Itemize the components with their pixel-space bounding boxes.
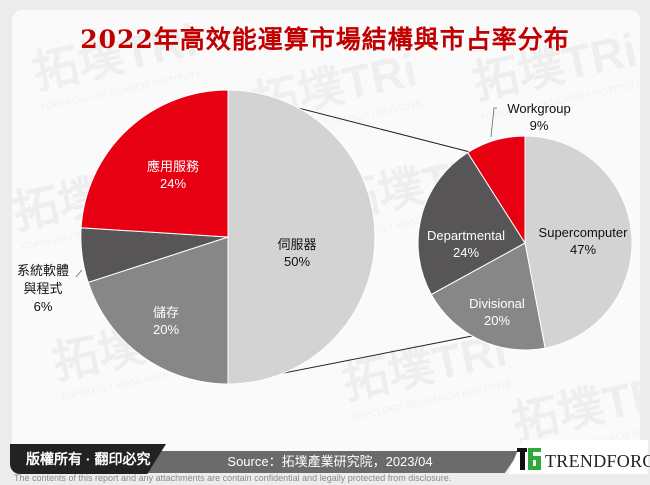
slice-storage[interactable] [87, 236, 229, 385]
copyright-badge: 版權所有 · 翻印必究 [10, 444, 166, 474]
label-storage: 儲存 20% [152, 305, 180, 337]
label-supercomputer: Supercomputer 47% [538, 225, 628, 257]
label-divisional: Divisional 20% [469, 296, 525, 328]
label-server: 伺服器 50% [277, 237, 317, 269]
label-app-services: 應用服務 24% [146, 159, 199, 191]
label-software: 系統軟體 與程式 6% [16, 263, 69, 314]
trendforce-logo-icon [517, 448, 541, 470]
chart-title: 2022年高效能運算市場結構與市占率分布 [80, 25, 570, 54]
label-workgroup: Workgroup 9% [507, 101, 571, 133]
brand-name: TRENDFORCE [545, 451, 650, 471]
leader-line-workgroup [490, 107, 497, 138]
slice-app-services[interactable] [80, 89, 229, 238]
slice-server[interactable] [227, 89, 376, 385]
disclaimer-text: The contents of this report and any atta… [14, 473, 452, 483]
slice-workgroup[interactable] [467, 135, 526, 245]
slice-departmental[interactable] [417, 151, 526, 296]
leader-line-software [75, 269, 83, 278]
label-departmental: Departmental 24% [426, 228, 506, 260]
slice-divisional[interactable] [430, 242, 546, 351]
source-bar: Source：拓墣產業研究院，2023/04 [140, 451, 520, 473]
slice-supercomputer[interactable] [524, 135, 633, 349]
